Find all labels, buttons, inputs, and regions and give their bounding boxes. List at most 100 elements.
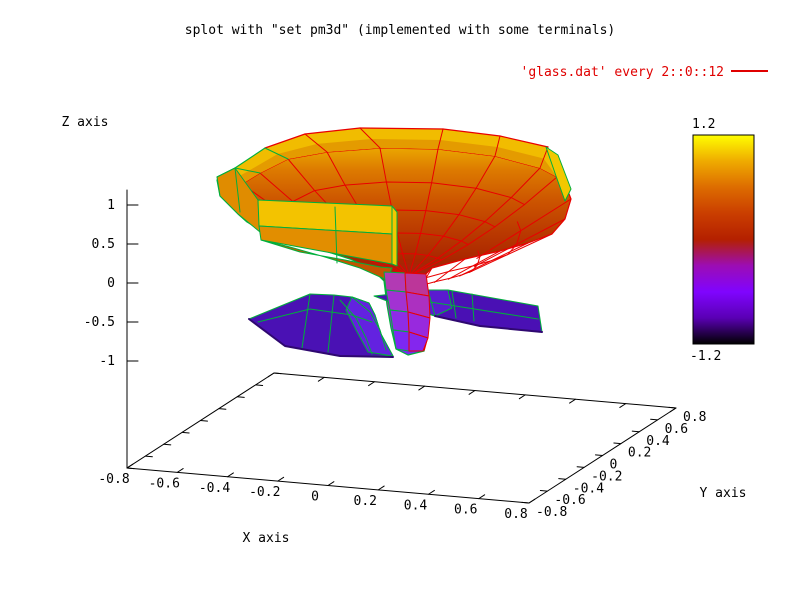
flare-arc [425, 221, 522, 279]
stem-facet [383, 271, 407, 293]
y-tick [595, 454, 603, 456]
funnel-arc [278, 181, 525, 211]
rim-spoke [234, 167, 261, 174]
mesh-line [471, 293, 475, 322]
y-tick [539, 490, 548, 492]
y-tick [521, 501, 530, 504]
rim-outer-edge [499, 135, 549, 148]
y-tick-label: 0 [610, 458, 618, 473]
y-tick-label: 0.2 [628, 446, 651, 461]
y-tick-label: -0.4 [573, 481, 604, 496]
rim-outer-edge [304, 127, 361, 135]
x-tick [528, 498, 536, 504]
x-tick-mirror [518, 394, 526, 400]
stem-facet [408, 331, 429, 352]
x-tick [327, 481, 335, 486]
flare-meridian [433, 258, 466, 283]
funnel-meridian [408, 167, 541, 277]
colorbox-min-label: -1.2 [690, 349, 721, 364]
z-tick-label: -0.5 [84, 315, 115, 330]
x-tick-mirror [669, 407, 677, 413]
mesh-line [451, 290, 457, 319]
x-tick [377, 485, 385, 491]
rim-spoke [359, 127, 381, 149]
y-tick-label: -0.8 [536, 505, 567, 520]
y-tick [650, 418, 659, 421]
flare-meridian [476, 198, 572, 259]
rim-spoke [304, 133, 328, 153]
rim-spoke [494, 135, 501, 157]
x-tick-label: -0.4 [199, 481, 230, 496]
y-tick-mirror [200, 420, 208, 422]
mesh-line [301, 293, 311, 349]
y-tick-mirror [273, 372, 282, 375]
surface-facet [545, 146, 572, 202]
rim-outer-edge [442, 128, 501, 137]
y-tick-mirror [181, 431, 190, 434]
z-tick-label: -1 [99, 354, 115, 369]
x-axis-label: X axis [243, 531, 290, 546]
flare-meridian [447, 250, 501, 280]
y-tick-mirror [163, 443, 172, 446]
x-tick-label: 0.6 [454, 503, 477, 518]
y-axis-label: Y axis [700, 486, 747, 501]
y-tick-label: 0.6 [665, 422, 688, 437]
x-tick-mirror [267, 372, 275, 378]
y-tick-label: -0.6 [554, 493, 585, 508]
z-tick-label: 1 [107, 198, 115, 213]
rim-spoke [264, 147, 289, 160]
colorbox-max-label: 1.2 [692, 117, 715, 132]
mesh-line [234, 167, 241, 213]
y-tick [613, 442, 622, 445]
y-tick-mirror [126, 467, 135, 470]
x-tick-mirror [418, 385, 426, 391]
flare-meridian [468, 233, 553, 273]
rim-outer-edge [359, 127, 444, 130]
x-tick [428, 489, 435, 495]
stem-facet [389, 309, 410, 333]
y-tick-mirror [218, 408, 227, 410]
x-tick-label: 0.8 [504, 507, 527, 522]
y-tick-label: 0.4 [646, 434, 670, 449]
flare-meridian [473, 218, 566, 267]
rim-spoke [437, 128, 444, 150]
mesh-line [248, 318, 394, 358]
rim-outer-edge [234, 147, 266, 169]
z-tick-label: 0 [107, 276, 115, 291]
x-tick [176, 468, 184, 473]
y-tick [558, 478, 567, 480]
mesh-line [327, 294, 335, 353]
x-tick [126, 463, 134, 469]
rim-spoke [539, 146, 549, 169]
z-tick-label: 0.5 [92, 237, 115, 252]
funnel-meridian [408, 148, 439, 277]
x-tick-label: 0.4 [404, 498, 428, 513]
surface-facet [391, 205, 398, 267]
x-tick-label: -0.6 [149, 476, 180, 491]
y-tick-label: -0.2 [591, 469, 622, 484]
funnel-meridian [408, 155, 496, 277]
x-tick-mirror [317, 376, 325, 382]
funnel-meridian [408, 176, 558, 277]
stem-facet [385, 289, 409, 313]
x-tick-label: 0 [311, 490, 319, 505]
x-tick [277, 476, 285, 482]
rim-band-shade [230, 139, 557, 184]
x-tick-label: 0.2 [354, 494, 377, 509]
x-tick [227, 472, 234, 478]
x-tick [478, 494, 486, 500]
mesh-line [429, 301, 539, 320]
stem-facet [392, 329, 410, 352]
rim-outer-edge [264, 133, 306, 149]
x-tick-mirror [468, 390, 476, 395]
mesh-line [334, 206, 338, 264]
mesh-line [339, 299, 373, 355]
legend-label: 'glass.dat' every 2::0::12 [521, 65, 725, 80]
y-tick [668, 406, 677, 409]
y-tick-label: 0.8 [683, 410, 706, 425]
mesh-line [257, 308, 373, 323]
rim-band [217, 128, 557, 184]
x-tick-label: -0.2 [249, 485, 280, 500]
x-tick-label: -0.8 [98, 472, 129, 487]
